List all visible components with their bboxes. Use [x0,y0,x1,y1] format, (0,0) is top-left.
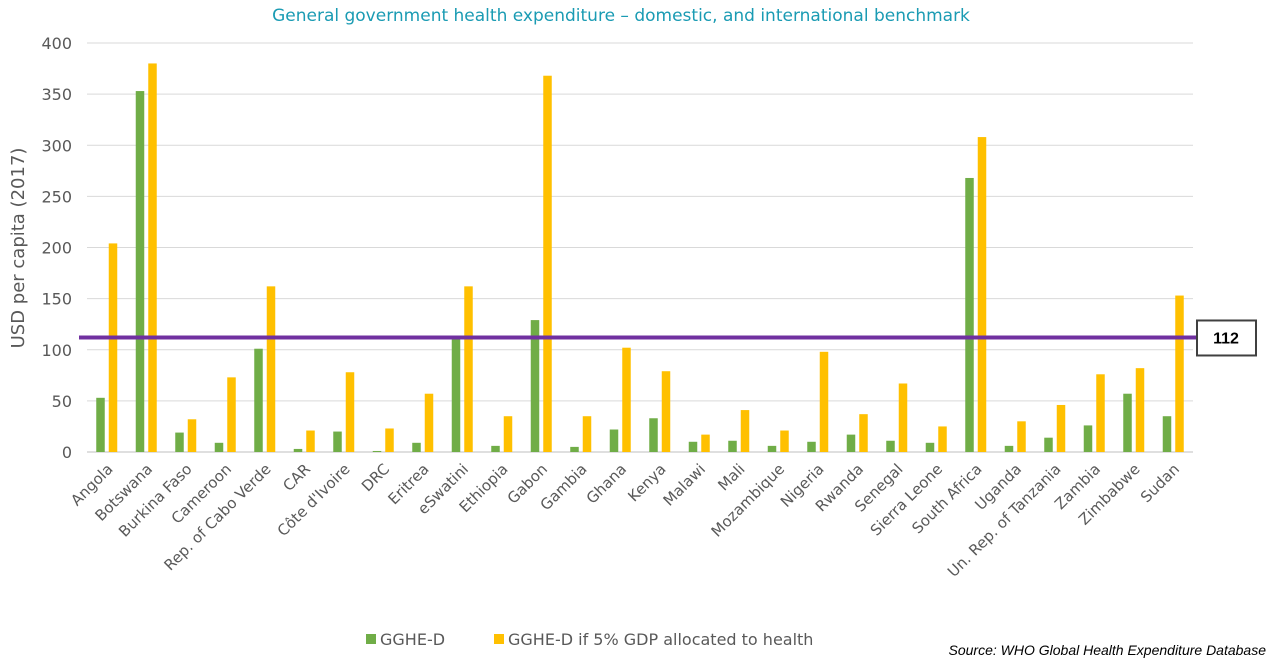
x-tick-label: Mali [714,460,748,494]
y-tick-label: 250 [41,187,72,206]
benchmark-group: 112 [79,319,1257,357]
bar-gghe-d-5pct-gdp [464,286,473,452]
x-tick-label: DRC [358,460,393,495]
y-axis-label: USD per capita (2017) [8,148,29,349]
bar-gghe-d [412,442,421,452]
bar-gghe-d-5pct-gdp [227,377,236,452]
bar-gghe-d [570,446,579,452]
bar-gghe-d-5pct-gdp [345,372,355,452]
bar-gghe-d-5pct-gdp [148,63,157,452]
chart-title: General government health expenditure – … [272,6,970,26]
bar-gghe-d [1123,393,1132,452]
bar-gghe-d [846,434,856,452]
y-axis-ticks: 0 50 100 150 200 250 300 350 400 [41,34,72,462]
bar-gghe-d-5pct-gdp [701,434,710,452]
y-tick-label: 150 [41,290,72,309]
bar-gghe-d [491,445,500,452]
bar-gghe-d-5pct-gdp [661,371,671,452]
y-tick-label: 300 [41,136,72,155]
bar-gghe-d [1044,437,1053,452]
bar-gghe-d [214,442,224,452]
bar-gghe-d-5pct-gdp [622,347,631,452]
y-tick-label: 50 [52,392,72,411]
bar-gghe-d-5pct-gdp [740,410,750,452]
bar-gghe-d-5pct-gdp [187,419,197,452]
bar-gghe-d [886,440,895,452]
y-tick-label: 0 [62,443,72,462]
bar-gghe-d-5pct-gdp [108,243,118,452]
gridlines [87,42,1193,453]
legend-swatch-gghe-d [366,634,376,644]
bar-gghe-d-5pct-gdp [582,416,592,452]
bar-gghe-d-5pct-gdp [385,428,394,452]
bar-gghe-d [451,337,461,452]
benchmark-label-box [1196,319,1257,357]
bar-gghe-d-5pct-gdp [859,414,868,452]
bar-gghe-d [609,429,619,452]
bar-gghe-d [728,440,737,452]
x-tick-label: Sudan [1137,460,1183,506]
bar-gghe-d-5pct-gdp [780,430,789,452]
bar-gghe-d [333,431,342,452]
x-tick-label: Malawi [660,460,709,509]
bar-gghe-d-5pct-gdp [1017,421,1026,452]
bar-gghe-d-5pct-gdp [503,416,513,452]
legend-label-gghe-d-5pct-gdp: GGHE-D if 5% GDP allocated to health [508,630,813,649]
bar-gghe-d-5pct-gdp [898,383,908,452]
legend: GGHE-D GGHE-D if 5% GDP allocated to heal… [366,630,813,649]
x-tick-label: Côte d'Ivoire [274,460,354,540]
x-tick-label: Ghana [583,460,630,507]
bar-gghe-d-5pct-gdp [266,286,276,452]
bar-gghe-d-5pct-gdp [543,75,552,452]
source-note: Source: WHO Global Health Expenditure Da… [949,642,1267,658]
y-tick-label: 400 [41,34,72,53]
bar-gghe-d-5pct-gdp [819,351,829,452]
bar-gghe-d [372,450,382,452]
bar-gghe-d [1083,425,1093,452]
bar-gghe-d-5pct-gdp [938,426,947,452]
legend-swatch-gghe-d-5pct-gdp [494,634,504,644]
bar-gghe-d [649,418,658,452]
bars [96,63,1184,453]
bar-gghe-d [767,445,777,452]
bar-gghe-d-5pct-gdp [1056,404,1066,452]
bar-gghe-d [1162,416,1172,452]
bar-gghe-d-5pct-gdp [306,430,315,452]
bar-gghe-d [925,442,935,452]
bar-gghe-d-5pct-gdp [424,393,434,452]
y-tick-label: 350 [41,85,72,104]
y-tick-label: 100 [41,341,72,360]
bar-gghe-d [807,441,816,452]
bar-gghe-d [135,91,145,453]
y-tick-label: 200 [41,239,72,258]
benchmark-label: 112 [1213,330,1239,347]
bar-gghe-d [96,397,105,452]
bar-gghe-d [530,320,540,452]
bar-gghe-d [293,448,303,452]
legend-label-gghe-d: GGHE-D [380,630,445,649]
bar-gghe-d [175,432,184,452]
bar-gghe-d-5pct-gdp [1096,374,1105,452]
bar-gghe-d [688,441,698,452]
bar-gghe-d-5pct-gdp [977,137,987,452]
bar-gghe-d-5pct-gdp [1135,368,1145,452]
bar-gghe-d [965,177,974,452]
bar-gghe-d [1004,445,1014,452]
bar-gghe-d-5pct-gdp [1175,295,1184,452]
x-tick-label: CAR [279,460,314,495]
bar-gghe-d [254,348,263,452]
